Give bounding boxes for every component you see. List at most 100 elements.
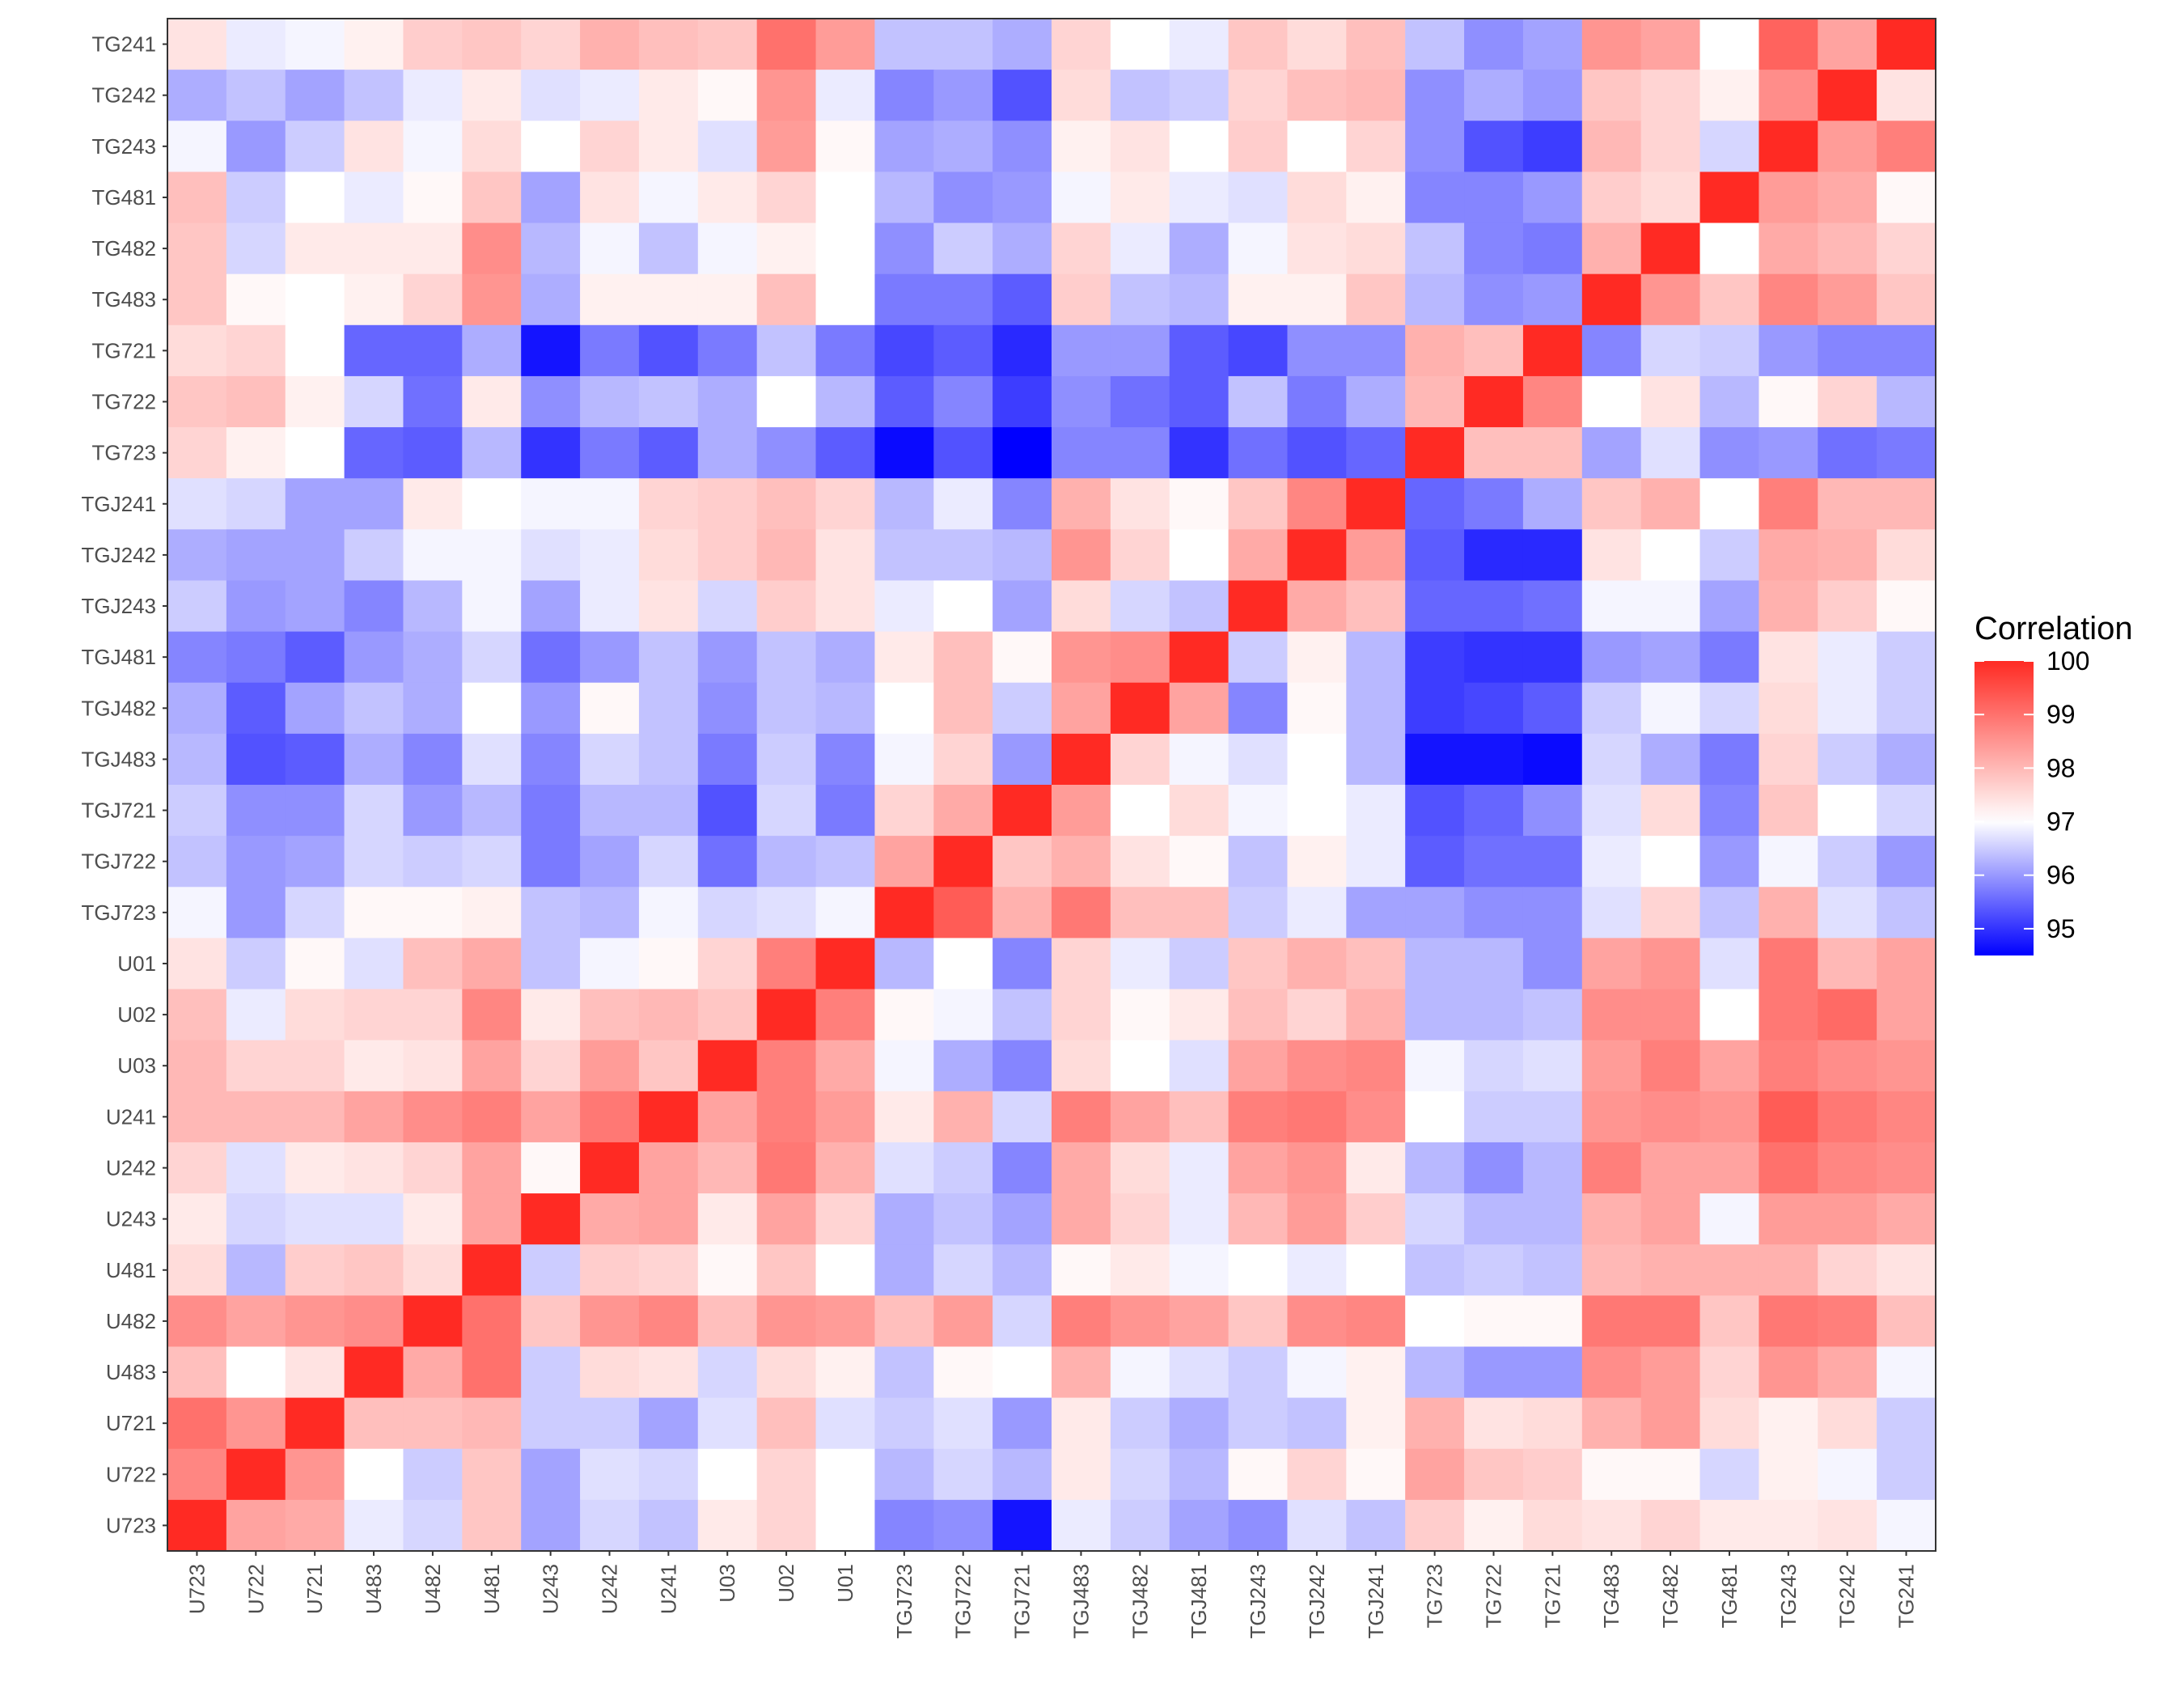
heatmap-cell: [1759, 1142, 1818, 1194]
heatmap-cell: [756, 1193, 817, 1245]
heatmap-cell: [1169, 682, 1230, 735]
heatmap-cell: [1228, 427, 1289, 479]
heatmap-cell: [697, 1499, 758, 1552]
heatmap-cell: [403, 427, 463, 479]
plot-border: [167, 18, 1936, 1552]
heatmap-cell: [756, 1499, 817, 1552]
heatmap-cell: [1581, 1193, 1642, 1245]
heatmap-cell: [521, 1397, 581, 1450]
heatmap-cell: [1287, 1091, 1347, 1143]
heatmap-cell: [1522, 172, 1583, 224]
heatmap-cell: [1759, 1244, 1818, 1296]
heatmap-cell: [1110, 172, 1170, 224]
heatmap-cell: [1522, 1346, 1583, 1399]
y-tick-label: TGJ722: [82, 850, 157, 874]
x-tick-label: TG721: [1540, 1564, 1564, 1629]
heatmap-cell: [1640, 631, 1701, 684]
heatmap-cell: [1581, 1499, 1642, 1552]
y-tick-label: U03: [117, 1053, 156, 1078]
heatmap-cell: [1877, 1397, 1936, 1450]
heatmap-cell: [1818, 427, 1877, 479]
heatmap-cell: [1346, 121, 1406, 172]
heatmap-cell: [1405, 1346, 1465, 1399]
heatmap-cell: [697, 580, 758, 633]
heatmap-cell: [1877, 70, 1936, 121]
heatmap-cell: [874, 222, 934, 275]
heatmap-cell: [1759, 1499, 1818, 1552]
heatmap-cell: [933, 836, 993, 888]
heatmap-cell: [874, 1040, 934, 1092]
heatmap-cell: [462, 121, 522, 172]
heatmap-cell: [933, 1346, 993, 1399]
heatmap-cell: [993, 631, 1052, 684]
heatmap-cell: [1699, 1040, 1759, 1092]
heatmap-cell: [1699, 836, 1759, 888]
heatmap-cell: [1581, 222, 1642, 275]
heatmap-cell: [1818, 121, 1877, 172]
heatmap-cell: [580, 785, 640, 837]
heatmap-cell: [993, 375, 1052, 428]
heatmap-cell: [1581, 1040, 1642, 1092]
heatmap-cell: [167, 1244, 227, 1296]
heatmap-cell: [638, 1091, 699, 1143]
heatmap-cell: [403, 1244, 463, 1296]
heatmap-cell: [403, 70, 463, 121]
heatmap-cell: [1228, 273, 1289, 326]
heatmap-cell: [1818, 324, 1877, 377]
heatmap-cell: [1699, 1244, 1759, 1296]
x-tick-label: TGJ723: [892, 1564, 916, 1639]
legend: Correlation 100 99 98 97 96 95: [1974, 611, 2133, 955]
x-tick-label: TG242: [1835, 1564, 1860, 1629]
heatmap-cell: [933, 172, 993, 224]
heatmap-cell: [697, 1091, 758, 1143]
heatmap-cell: [1640, 1346, 1701, 1399]
heatmap-cell: [1522, 19, 1583, 70]
heatmap-cell: [1877, 580, 1936, 633]
heatmap-cell: [993, 324, 1052, 377]
heatmap-cell: [1877, 785, 1936, 837]
heatmap-cell: [1522, 1091, 1583, 1143]
heatmap-cell: [933, 887, 993, 938]
heatmap-cell: [1640, 172, 1701, 224]
heatmap-cell: [1699, 121, 1759, 172]
heatmap-cell: [993, 1448, 1052, 1501]
heatmap-cell: [756, 1040, 817, 1092]
heatmap-cell: [1287, 887, 1347, 938]
heatmap-cell: [874, 19, 934, 70]
heatmap-cell: [1464, 1040, 1524, 1092]
heatmap-cell: [1346, 427, 1406, 479]
heatmap-cell: [1699, 733, 1759, 786]
heatmap-cell: [1287, 1040, 1347, 1092]
heatmap-cell: [1522, 1244, 1583, 1296]
heatmap-cell: [1818, 375, 1877, 428]
heatmap-cell: [1110, 1142, 1170, 1194]
heatmap-cell: [580, 1499, 640, 1552]
heatmap-cell: [1877, 1091, 1936, 1143]
x-tick-label: U483: [362, 1564, 386, 1614]
heatmap-cell: [1640, 427, 1701, 479]
heatmap-cell: [1287, 1244, 1347, 1296]
heatmap-cell: [285, 478, 345, 530]
heatmap-cell: [1287, 70, 1347, 121]
heatmap-cell: [344, 887, 404, 938]
heatmap-cell: [1581, 478, 1642, 530]
heatmap-cell: [462, 478, 522, 530]
y-tick-label: TGJ483: [82, 747, 157, 771]
heatmap-cell: [1052, 1448, 1111, 1501]
heatmap-cell: [756, 121, 817, 172]
heatmap-cell: [1228, 19, 1289, 70]
heatmap-cell: [1169, 1091, 1230, 1143]
heatmap-cell: [993, 682, 1052, 735]
heatmap-cell: [1759, 375, 1818, 428]
heatmap-cell: [1759, 478, 1818, 530]
heatmap-cell: [167, 1346, 227, 1399]
heatmap-cell: [1405, 478, 1465, 530]
heatmap-cell: [521, 989, 581, 1041]
heatmap-cell: [1228, 529, 1289, 582]
heatmap-cell: [403, 375, 463, 428]
y-tick-label: U723: [106, 1513, 156, 1537]
heatmap-cell: [1228, 1040, 1289, 1092]
y-tick-label: TG481: [92, 185, 157, 210]
heatmap-cell: [344, 1091, 404, 1143]
heatmap-cell: [638, 375, 699, 428]
